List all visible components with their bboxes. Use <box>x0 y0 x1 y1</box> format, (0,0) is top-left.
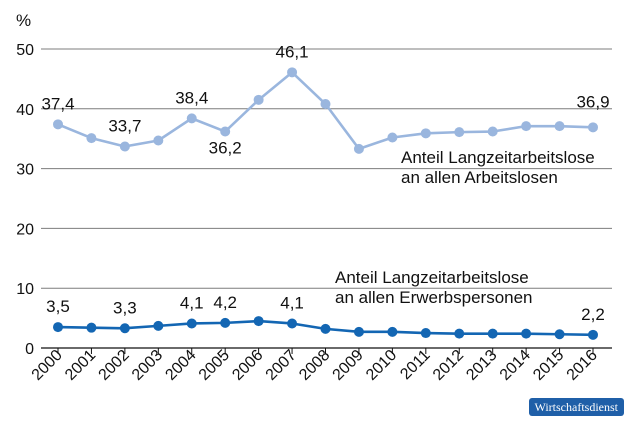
data-point <box>53 119 63 130</box>
x-tick-label: 2007 <box>263 347 300 384</box>
data-point <box>186 113 197 124</box>
data-point <box>253 316 264 327</box>
x-tick-label: 2009 <box>330 347 367 384</box>
data-point <box>487 126 498 137</box>
series-line <box>57 71 594 151</box>
data-point <box>454 328 465 339</box>
data-label: 46,1 <box>276 42 309 61</box>
data-point <box>287 318 298 329</box>
data-point <box>353 143 364 154</box>
x-tick-label: 2000 <box>29 347 66 384</box>
source-badge: Wirtschaftsdienst <box>528 398 624 416</box>
y-axis-unit: % <box>16 11 31 30</box>
x-axis-ticks: 2000200120022003200420052006200720082009… <box>29 347 601 384</box>
data-label: 4,1 <box>280 293 304 312</box>
x-tick-label: 2003 <box>129 347 166 384</box>
data-point <box>487 328 498 339</box>
data-point <box>220 317 231 328</box>
data-point <box>287 67 298 78</box>
data-point <box>320 99 331 110</box>
data-point <box>353 326 364 337</box>
data-point <box>186 318 197 329</box>
x-tick-label: 2014 <box>497 347 534 384</box>
legend-line: an allen Erwerbspersonen <box>335 288 533 307</box>
data-point <box>387 132 398 143</box>
data-label: 37,4 <box>41 94 74 113</box>
data-point <box>588 329 598 340</box>
x-tick-label: 2001 <box>62 347 99 384</box>
y-tick-label: 10 <box>16 281 34 298</box>
data-point <box>454 127 465 138</box>
data-point <box>86 133 97 144</box>
data-point <box>521 121 532 132</box>
data-label: 4,2 <box>213 293 237 312</box>
data-point <box>588 122 598 133</box>
series-legend-label: Anteil Langzeitarbeitslose an allen Arbei… <box>401 148 595 187</box>
y-tick-label: 20 <box>16 221 34 238</box>
y-tick-label: 30 <box>16 162 34 179</box>
data-point <box>153 320 164 331</box>
x-tick-label: 2006 <box>229 347 266 384</box>
data-point <box>320 323 331 334</box>
x-tick-label: 2004 <box>162 347 199 384</box>
data-point <box>420 128 431 139</box>
data-point <box>253 94 264 105</box>
data-label: 36,9 <box>576 92 609 111</box>
y-tick-label: 40 <box>16 102 34 119</box>
legend-line: an allen Arbeitslosen <box>401 168 558 187</box>
x-tick-label: 2010 <box>363 347 400 384</box>
series-legend-label: Anteil Langzeitarbeitslose an allen Erwer… <box>335 268 533 307</box>
series-legends: Anteil Langzeitarbeitslose an allen Arbei… <box>335 148 595 307</box>
data-point <box>119 323 130 334</box>
series-1: 37,4 33,7 38,4 36,2 46,1 36,9 <box>41 42 609 157</box>
data-label: 3,5 <box>46 297 70 316</box>
x-tick-label: 2011 <box>397 347 433 383</box>
series-group: 37,4 33,7 38,4 36,2 46,1 36,9 3,5 3,3 4,1 4,2 4,1 2… <box>41 42 610 340</box>
data-point <box>521 328 532 339</box>
x-tick-label: 2002 <box>96 347 133 384</box>
data-point <box>53 322 63 333</box>
x-tick-label: 2005 <box>196 347 233 384</box>
data-point <box>554 121 565 132</box>
data-point <box>420 328 431 339</box>
data-label: 3,3 <box>113 298 137 317</box>
x-tick-label: 2008 <box>296 347 333 384</box>
y-axis-ticks: 0 10 20 30 40 50 <box>16 42 34 358</box>
data-label: 2,2 <box>581 305 605 324</box>
data-label: 4,1 <box>180 293 204 312</box>
legend-line: Anteil Langzeitarbeitslose <box>401 148 595 167</box>
x-tick-label: 2015 <box>530 347 567 384</box>
data-point <box>86 322 97 333</box>
data-label: 38,4 <box>175 88 208 107</box>
x-tick-label: 2013 <box>463 347 500 384</box>
data-label: 33,7 <box>108 116 141 135</box>
data-point <box>220 126 231 137</box>
x-tick-label: 2016 <box>564 347 601 384</box>
data-point <box>554 329 565 340</box>
data-point <box>153 135 164 146</box>
y-tick-label: 0 <box>25 341 34 358</box>
x-tick-label: 2012 <box>430 347 467 384</box>
data-point <box>387 326 398 337</box>
legend-line: Anteil Langzeitarbeitslose <box>335 268 529 287</box>
data-label: 36,2 <box>209 139 242 158</box>
data-point <box>119 141 130 152</box>
series-2: 3,5 3,3 4,1 4,2 4,1 2,2 <box>46 293 605 340</box>
y-tick-label: 50 <box>16 42 34 59</box>
